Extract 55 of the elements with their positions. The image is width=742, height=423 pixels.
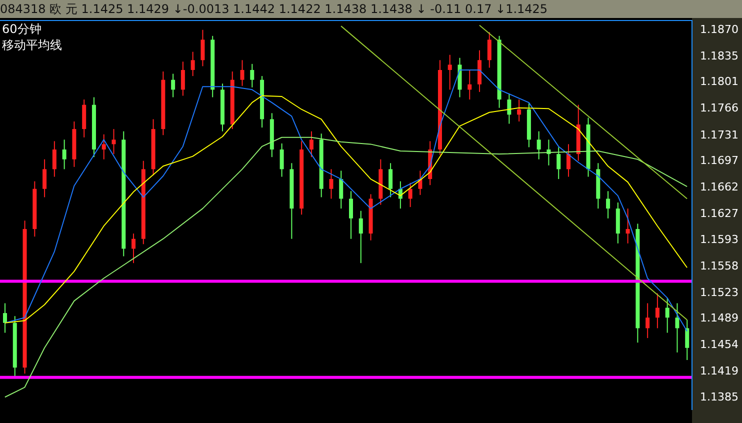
candlestick (309, 130, 314, 158)
candlestick (240, 60, 244, 86)
candlestick (3, 302, 7, 334)
candlestick (280, 142, 284, 178)
candlestick (448, 54, 452, 90)
candlestick (665, 297, 670, 334)
y-tick-label: 1.1627 (700, 207, 738, 220)
candlestick (517, 99, 522, 122)
annotation: 60分钟 (2, 21, 42, 37)
candlestick (388, 162, 393, 198)
candlestick (200, 29, 205, 67)
candlestick (626, 208, 630, 244)
candlestick (685, 319, 690, 361)
y-tick-label: 1.1385 (700, 390, 738, 404)
candlestick (250, 63, 254, 88)
y-tick-label: 1.1870 (700, 22, 738, 36)
candlestick (339, 170, 344, 210)
y-tick-label: 1.1593 (700, 232, 738, 246)
candlestick (349, 190, 353, 240)
candlestick (180, 61, 185, 96)
candlestick (675, 302, 680, 353)
candlestick (655, 292, 660, 329)
text: 084318 欧 元 1.1425 1.1429 ↓-0.0013 1.1442 1.1422 1.1438 1.1438 ↓ -0.11 0.17 ↓1.1425 (0, 0, 742, 18)
candlestick (468, 69, 472, 100)
y-tick-label: 1.1697 (700, 154, 738, 167)
candlestick (408, 182, 412, 208)
candlestick (646, 302, 650, 339)
candlestick (190, 51, 195, 77)
candlestick (606, 190, 610, 219)
y-tick-label: 1.1801 (700, 75, 738, 88)
candlestick (171, 73, 176, 98)
candlestick (52, 140, 56, 178)
candlestick (132, 233, 136, 264)
y-tick-label: 1.1489 (700, 312, 738, 325)
y-tick-label: 1.1558 (700, 259, 738, 272)
y-tick-label: 1.1835 (700, 49, 738, 62)
candlestick (556, 146, 561, 180)
y-tick-label: 1.1523 (700, 286, 738, 299)
candlestick (329, 168, 334, 200)
candlestick (102, 134, 106, 160)
candlestick (112, 128, 116, 155)
y-tick-label: 1.1454 (700, 338, 738, 352)
annotation: 移动平均线 (2, 37, 62, 53)
y-tick-label: 1.1662 (700, 180, 738, 194)
candlestick (358, 210, 363, 264)
candlestick (62, 139, 66, 170)
y-tick-label: 1.1766 (700, 102, 738, 115)
candlestick (42, 158, 47, 198)
y-tick-label: 1.1731 (700, 128, 738, 142)
candlestick (507, 92, 512, 124)
candlestick (536, 130, 541, 160)
line-series (4, 136, 688, 398)
y-tick-label: 1.1419 (700, 364, 738, 378)
candlestick (487, 32, 492, 68)
candlestick (566, 144, 570, 178)
